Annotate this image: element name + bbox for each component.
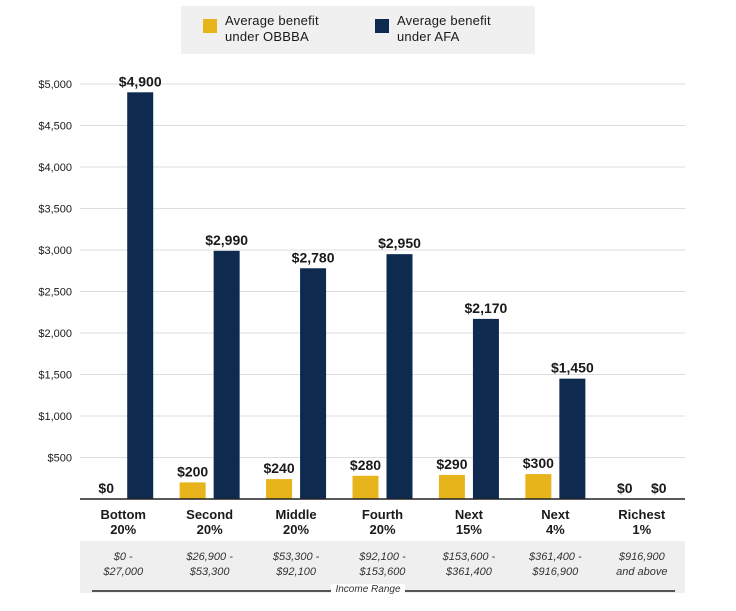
bar-obbba	[179, 482, 206, 499]
income-range-label: $26,900 -	[185, 551, 233, 563]
legend-swatch-afa	[375, 19, 389, 33]
x-category-label: 20%	[197, 522, 223, 537]
x-category-label: Bottom	[100, 507, 146, 522]
data-label-afa: $2,950	[378, 235, 421, 251]
legend-label-obbba-line1: Average benefit	[225, 13, 319, 28]
y-tick-label: $2,500	[38, 287, 72, 299]
bar-obbba	[438, 474, 465, 499]
income-range-label: $916,900	[531, 566, 579, 578]
y-tick-label: $3,000	[38, 245, 72, 257]
bar-obbba	[525, 474, 552, 499]
income-range-label: $153,600	[359, 566, 407, 578]
bar-afa	[559, 378, 586, 499]
income-range-title: Income Range	[0, 584, 736, 595]
legend-item-obbba: Average benefit under OBBBA	[203, 13, 319, 45]
income-range-label: and above	[616, 566, 667, 578]
income-range-label: $53,300	[189, 566, 231, 578]
data-label-afa: $2,780	[292, 249, 335, 265]
income-range-label: $0 -	[113, 551, 133, 563]
x-category-label: Next	[541, 507, 570, 522]
x-category-label: 4%	[546, 522, 565, 537]
legend: Average benefit under OBBBA Average bene…	[181, 6, 535, 54]
y-tick-label: $3,500	[38, 204, 72, 216]
bar-obbba	[266, 479, 293, 499]
y-tick-label: $1,500	[38, 370, 72, 382]
legend-swatch-obbba	[203, 19, 217, 33]
data-label-afa: $4,900	[119, 73, 162, 89]
income-range-label: $361,400	[445, 566, 493, 578]
x-category-label: Fourth	[362, 507, 403, 522]
data-label-afa: $2,170	[465, 300, 508, 316]
x-category-label: Middle	[275, 507, 316, 522]
bar-afa	[386, 254, 413, 499]
x-category-label: Next	[455, 507, 484, 522]
data-label-obbba: $200	[177, 463, 208, 479]
income-range-label: $53,300 -	[272, 551, 320, 563]
legend-label-afa-line1: Average benefit	[397, 13, 491, 28]
income-range-label: $92,100 -	[358, 551, 406, 563]
y-tick-label: $4,500	[38, 121, 72, 133]
income-range-label: $153,600 -	[442, 551, 496, 563]
y-tick-label: $5,000	[38, 79, 72, 91]
data-label-afa: $2,990	[205, 232, 248, 248]
income-range-label: $27,000	[102, 566, 144, 578]
x-category-label: 20%	[369, 522, 395, 537]
data-label-afa: $0	[651, 480, 667, 496]
x-category-label: Richest	[618, 507, 666, 522]
income-range-label: $92,100	[275, 566, 317, 578]
data-label-obbba: $0	[617, 480, 633, 496]
x-category-label: 20%	[283, 522, 309, 537]
y-tick-label: $2,000	[38, 328, 72, 340]
bar-afa	[127, 92, 154, 500]
data-label-obbba: $290	[436, 456, 467, 472]
x-category-label: 15%	[456, 522, 482, 537]
bar-afa	[300, 268, 327, 499]
legend-label-obbba-line2: under OBBBA	[225, 29, 309, 44]
y-tick-label: $4,000	[38, 162, 72, 174]
data-label-obbba: $280	[350, 457, 381, 473]
x-category-label: 20%	[110, 522, 136, 537]
y-tick-label: $500	[48, 453, 72, 465]
data-label-afa: $1,450	[551, 360, 594, 376]
income-range-title-text: Income Range	[331, 584, 405, 595]
bar-afa	[213, 250, 240, 499]
legend-item-afa: Average benefit under AFA	[375, 13, 491, 45]
legend-label-afa-line2: under AFA	[397, 29, 460, 44]
bar-afa	[472, 318, 499, 499]
data-label-obbba: $300	[523, 455, 554, 471]
y-tick-label: $1,000	[38, 411, 72, 423]
data-label-obbba: $0	[98, 480, 114, 496]
x-category-label: Second	[186, 507, 233, 522]
x-category-label: 1%	[632, 522, 651, 537]
data-label-obbba: $240	[263, 460, 294, 476]
bar-obbba	[352, 475, 379, 499]
income-range-label: $361,400 -	[528, 551, 582, 563]
income-range-label: $916,900	[618, 551, 666, 563]
